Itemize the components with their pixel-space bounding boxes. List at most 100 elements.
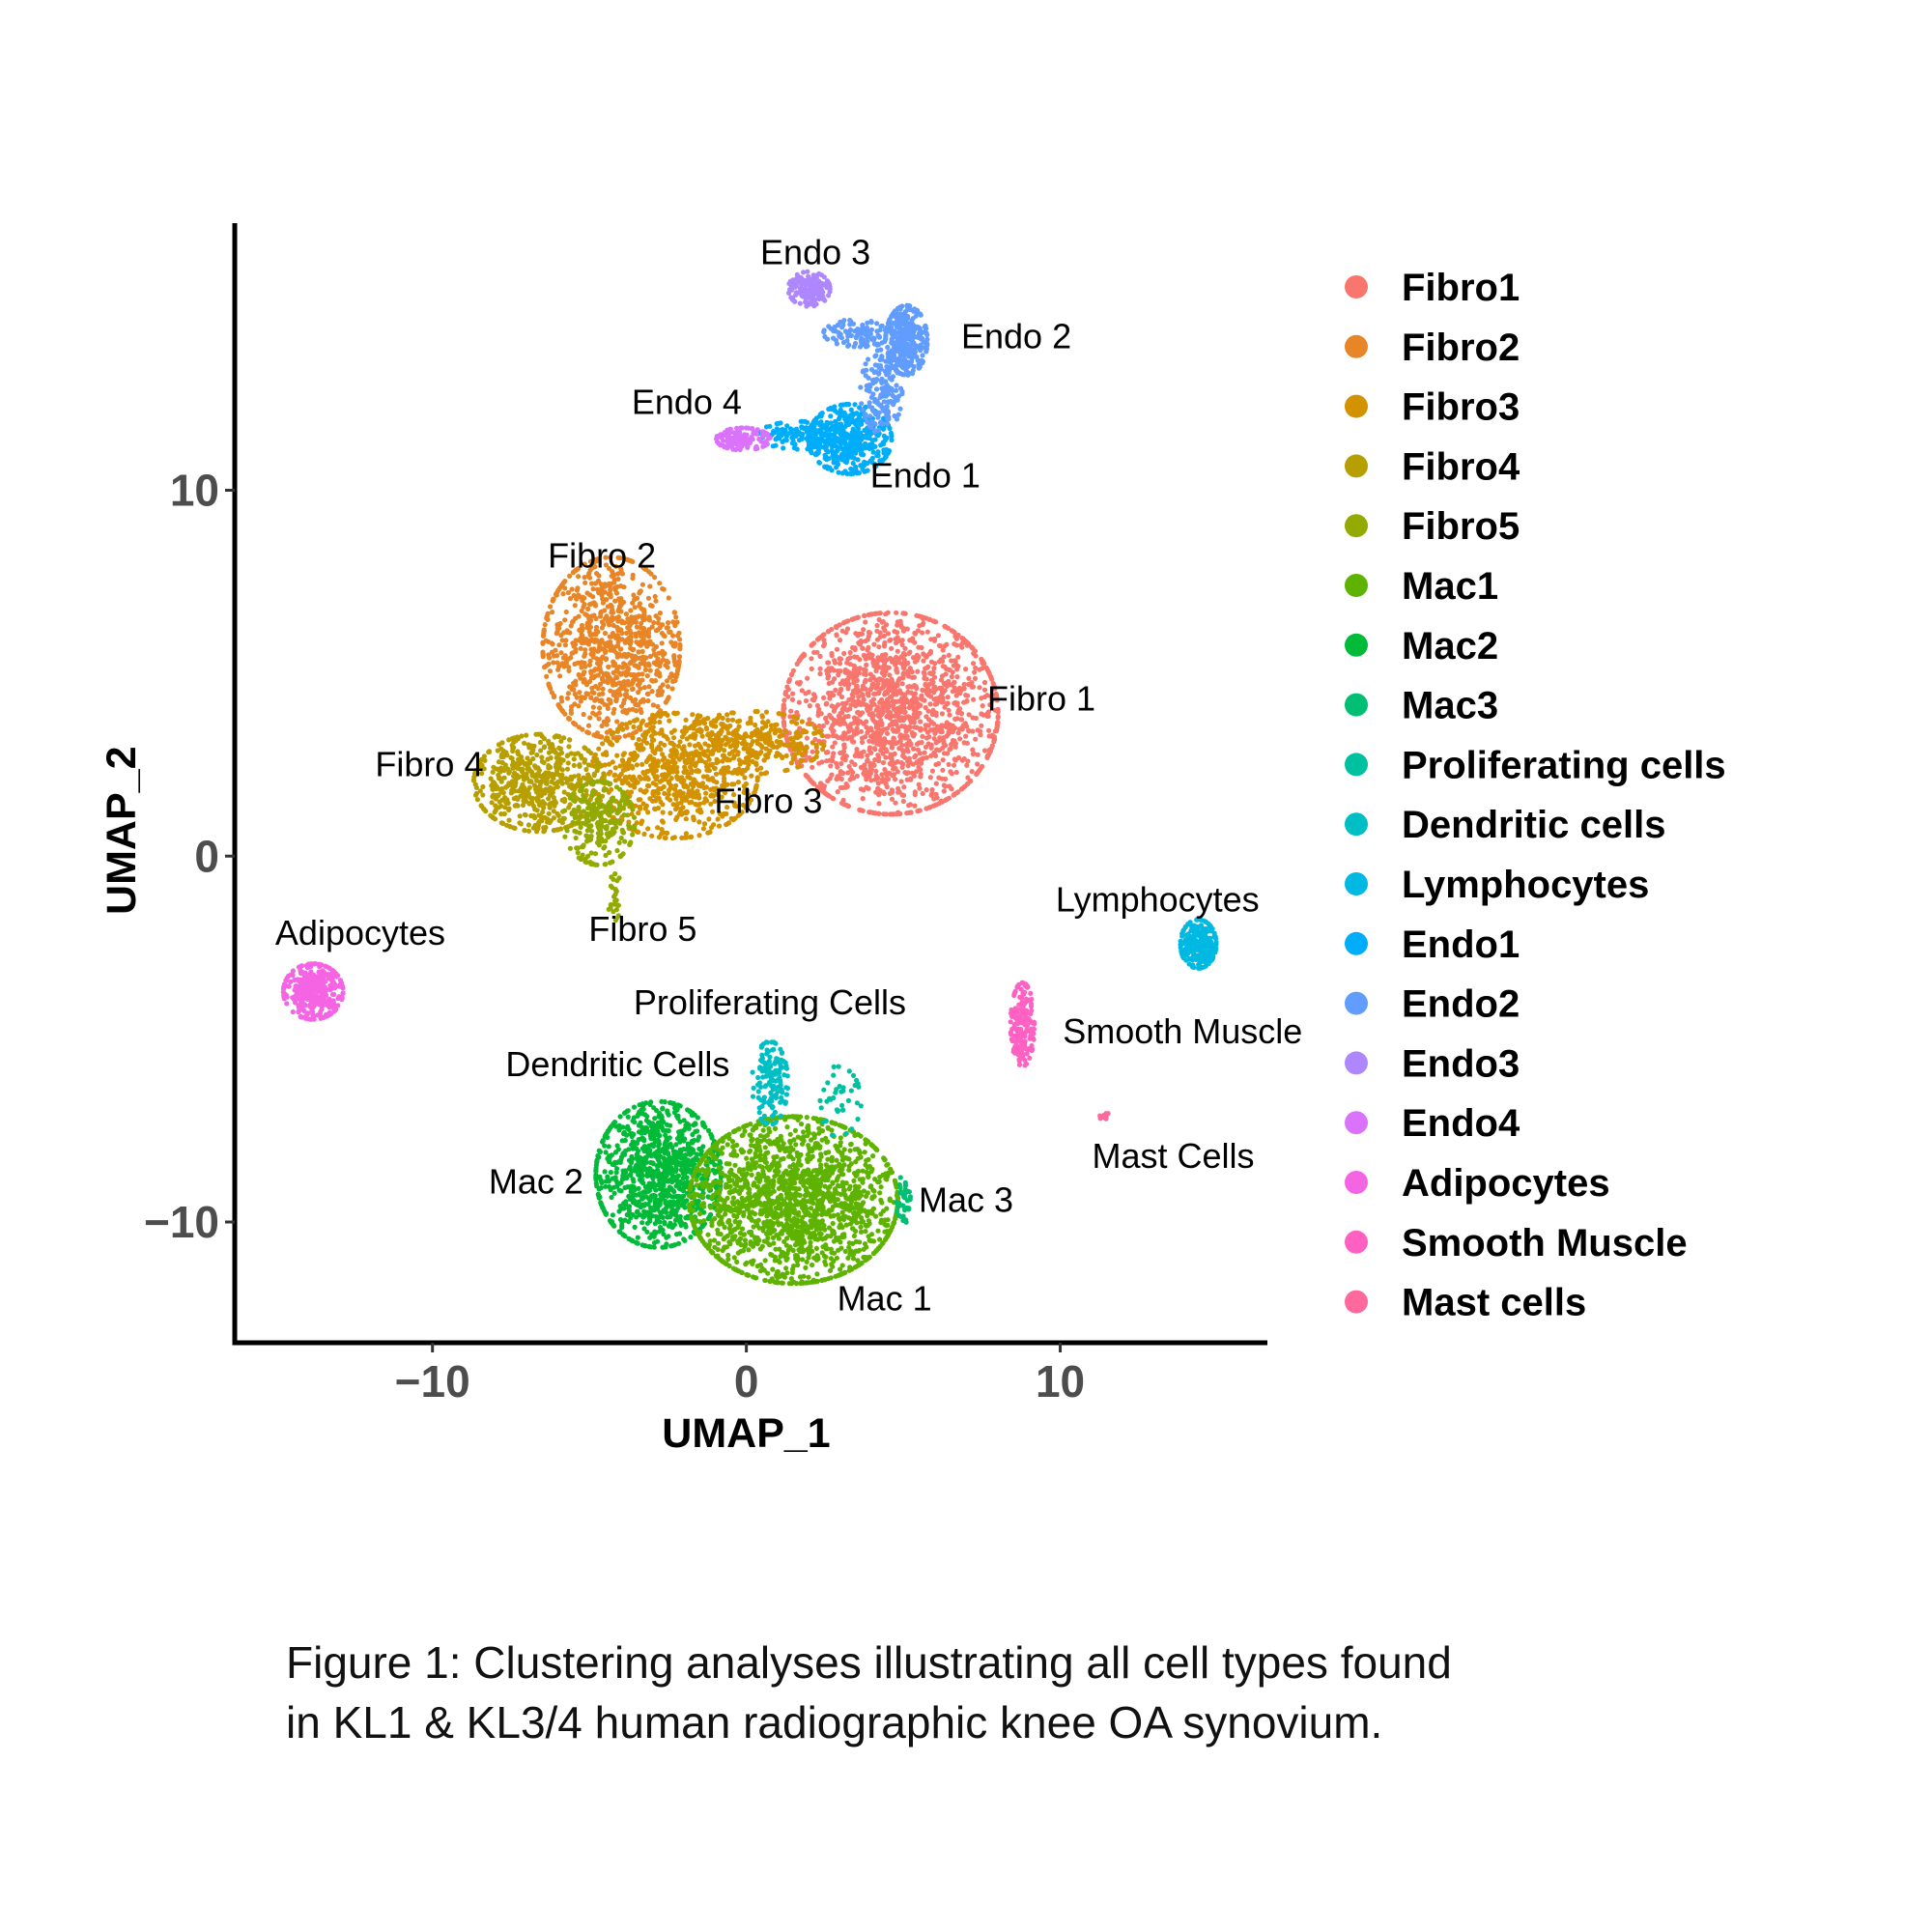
point-fibro4 <box>567 802 573 808</box>
point-fibro3 <box>722 748 727 753</box>
point-fibro2 <box>583 639 589 645</box>
point-fibro1 <box>924 665 930 670</box>
point-fibro2 <box>668 671 674 677</box>
point-fibro3 <box>638 787 643 793</box>
point-fibro2 <box>558 633 564 639</box>
point-fibro4 <box>511 825 517 831</box>
point-fibro2 <box>591 639 598 645</box>
point-fibro3 <box>717 714 723 720</box>
point-fibro2 <box>611 681 617 687</box>
point-fibro2 <box>613 697 619 703</box>
point-fibro1 <box>840 749 847 754</box>
point-fibro2 <box>595 629 601 635</box>
point-fibro3 <box>684 810 690 815</box>
point-fibro2 <box>564 628 570 634</box>
point-endo1 <box>808 442 813 449</box>
point-fibro1 <box>952 687 958 693</box>
point-fibro2 <box>621 661 627 667</box>
point-fibro5 <box>617 820 623 826</box>
point-fibro1 <box>884 730 891 736</box>
point-fibro1 <box>979 723 984 728</box>
point-endo1 <box>819 422 825 428</box>
point-fibro2 <box>671 659 677 665</box>
point-fibro1 <box>890 745 895 751</box>
point-fibro1 <box>789 696 796 703</box>
point-fibro3 <box>686 753 692 760</box>
point-fibro3 <box>680 746 686 753</box>
point-fibro2 <box>614 652 621 658</box>
point-fibro1 <box>916 781 922 787</box>
point-fibro1 <box>840 770 846 777</box>
point-fibro1 <box>977 685 982 691</box>
point-fibro3 <box>690 733 696 739</box>
point-fibro1 <box>957 736 963 742</box>
point-fibro1 <box>918 727 923 733</box>
point-fibro5 <box>570 792 576 798</box>
point-fibro4 <box>509 762 516 768</box>
point-fibro2 <box>572 603 578 609</box>
point-fibro4 <box>503 800 509 806</box>
point-fibro5 <box>588 823 594 829</box>
point-fibro1 <box>915 668 921 674</box>
point-fibro2 <box>573 722 579 727</box>
point-fibro4 <box>558 750 565 756</box>
point-fibro2 <box>621 620 628 626</box>
point-fibro2 <box>657 611 664 616</box>
point-fibro4 <box>505 766 511 772</box>
point-fibro2 <box>653 598 659 604</box>
point-fibro1 <box>831 751 837 756</box>
point-fibro2 <box>608 587 613 593</box>
point-endo1 <box>833 418 838 424</box>
point-fibro3 <box>673 751 680 756</box>
point-fibro1 <box>887 685 893 691</box>
point-fibro5 <box>626 822 632 828</box>
point-fibro1 <box>994 726 1000 732</box>
point-fibro5 <box>613 889 619 895</box>
point-fibro3 <box>640 801 646 807</box>
point-fibro1 <box>857 807 863 813</box>
point-fibro1 <box>963 733 969 739</box>
point-fibro1 <box>942 643 948 649</box>
point-fibro2 <box>598 660 604 666</box>
point-fibro2 <box>559 662 565 668</box>
point-fibro2 <box>559 698 565 704</box>
point-fibro1 <box>872 747 878 753</box>
point-fibro1 <box>952 741 959 747</box>
point-fibro3 <box>683 783 689 789</box>
point-fibro1 <box>953 693 959 698</box>
point-fibro4 <box>514 765 521 771</box>
point-fibro2 <box>619 600 626 606</box>
point-fibro1 <box>973 665 979 671</box>
point-fibro4 <box>591 773 597 779</box>
point-fibro3 <box>714 756 720 762</box>
point-fibro3 <box>668 785 673 791</box>
point-fibro5 <box>582 859 588 865</box>
point-fibro1 <box>841 801 847 808</box>
point-fibro3 <box>748 752 753 758</box>
point-fibro1 <box>875 664 881 669</box>
point-fibro1 <box>876 801 882 807</box>
point-fibro1 <box>847 724 853 729</box>
point-fibro2 <box>548 604 554 610</box>
point-fibro2 <box>660 682 666 688</box>
point-fibro2 <box>596 640 602 646</box>
point-fibro5 <box>576 807 582 812</box>
point-fibro3 <box>655 825 661 831</box>
point-fibro4 <box>538 731 544 737</box>
point-endo1 <box>804 425 810 431</box>
point-fibro1 <box>883 611 889 617</box>
point-fibro2 <box>666 620 671 626</box>
point-fibro1 <box>915 747 922 753</box>
point-endo1 <box>889 433 895 440</box>
point-endo1 <box>833 453 838 459</box>
point-fibro5 <box>612 871 618 877</box>
point-fibro3 <box>660 764 666 770</box>
point-fibro1 <box>870 718 876 724</box>
point-fibro2 <box>640 616 646 622</box>
point-fibro2 <box>641 630 647 636</box>
point-fibro4 <box>541 829 547 835</box>
point-fibro3 <box>764 753 770 758</box>
point-fibro3 <box>668 810 673 816</box>
point-fibro2 <box>542 664 548 670</box>
point-fibro1 <box>928 637 934 642</box>
